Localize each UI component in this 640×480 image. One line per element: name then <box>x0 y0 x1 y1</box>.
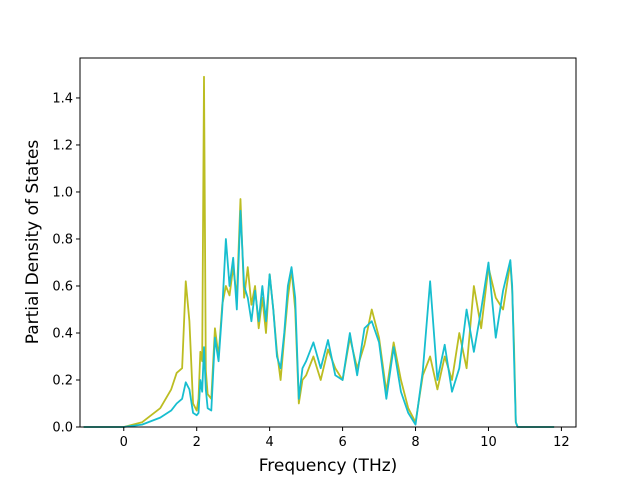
y-tick-label: 0.0 <box>52 421 73 436</box>
y-tick-label: 0.4 <box>52 326 73 341</box>
x-axis-ticks: 0 2 4 6 8 10 12 <box>120 427 570 450</box>
x-tick-label: 2 <box>193 435 201 450</box>
x-tick-label: 6 <box>338 435 346 450</box>
y-tick-label: 0.6 <box>52 279 73 294</box>
y-axis-ticks: 0.0 0.2 0.4 0.6 0.8 1.0 1.2 1.4 <box>52 91 80 436</box>
plot-frame <box>79 57 577 428</box>
plot-area <box>80 58 576 427</box>
x-tick-label: 10 <box>480 435 497 450</box>
series-layer <box>83 75 555 428</box>
x-axis-label: Frequency (THz) <box>259 456 398 476</box>
x-tick-label: 0 <box>120 435 128 450</box>
y-tick-label: 0.8 <box>52 232 73 247</box>
series-line-2 <box>83 209 555 428</box>
series-line-1 <box>83 75 555 428</box>
y-tick-label: 0.2 <box>52 373 73 388</box>
x-tick-label: 12 <box>553 435 570 450</box>
y-tick-label: 1.0 <box>52 185 73 200</box>
y-tick-label: 1.4 <box>52 91 73 106</box>
y-tick-label: 1.2 <box>52 138 73 153</box>
x-tick-label: 8 <box>411 435 419 450</box>
x-tick-label: 4 <box>266 435 274 450</box>
y-axis-label: Partial Density of States <box>23 140 43 345</box>
